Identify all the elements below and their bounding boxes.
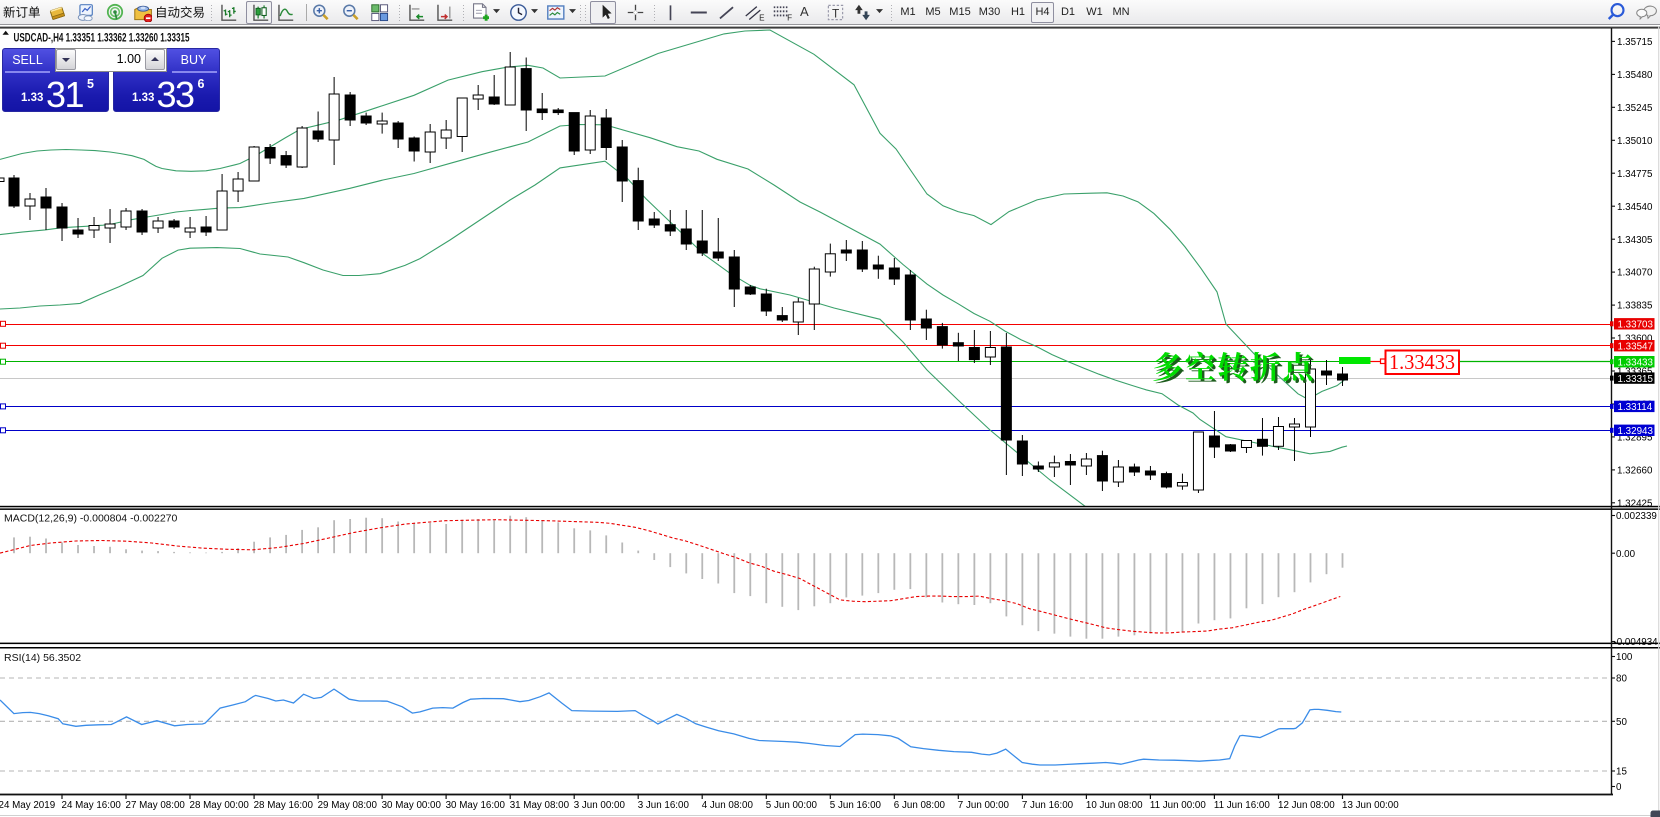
svg-text:1.34540: 1.34540 bbox=[1617, 202, 1653, 213]
svg-text:24 May 16:00: 24 May 16:00 bbox=[62, 800, 122, 811]
svg-text:USDCAD-,H4 1.33351 1.33362 1.: USDCAD-,H4 1.33351 1.33362 1.33260 1.333… bbox=[14, 32, 190, 44]
svg-text:T: T bbox=[832, 6, 839, 20]
svg-text:12 Jun 08:00: 12 Jun 08:00 bbox=[1278, 800, 1335, 811]
svg-text:1.32425: 1.32425 bbox=[1617, 498, 1653, 509]
svg-text:3 Jun 16:00: 3 Jun 16:00 bbox=[638, 800, 690, 811]
svg-text:4 Jun 08:00: 4 Jun 08:00 bbox=[702, 800, 754, 811]
svg-text:28 May 16:00: 28 May 16:00 bbox=[254, 800, 314, 811]
svg-text:1.33547: 1.33547 bbox=[1618, 342, 1653, 353]
svg-text:F: F bbox=[787, 14, 792, 22]
svg-text:30 May 00:00: 30 May 00:00 bbox=[382, 800, 442, 811]
svg-text:1.32943: 1.32943 bbox=[1618, 426, 1654, 437]
svg-text:15: 15 bbox=[1616, 767, 1627, 778]
svg-text:24 May 2019: 24 May 2019 bbox=[0, 800, 55, 811]
svg-text:1.35715: 1.35715 bbox=[1617, 37, 1653, 48]
svg-text:1.35245: 1.35245 bbox=[1617, 103, 1653, 114]
svg-text:6 Jun 08:00: 6 Jun 08:00 bbox=[894, 800, 946, 811]
svg-text:1.33600: 1.33600 bbox=[1617, 334, 1653, 345]
svg-text:10 Jun 08:00: 10 Jun 08:00 bbox=[1086, 800, 1143, 811]
svg-text:1.34775: 1.34775 bbox=[1617, 169, 1653, 180]
svg-text:5 Jun 16:00: 5 Jun 16:00 bbox=[830, 800, 882, 811]
svg-text:11 Jun 16:00: 11 Jun 16:00 bbox=[1214, 800, 1270, 811]
svg-text:27 May 08:00: 27 May 08:00 bbox=[126, 800, 186, 811]
svg-text:0: 0 bbox=[1616, 782, 1622, 793]
svg-text:1.32660: 1.32660 bbox=[1617, 466, 1653, 477]
svg-text:1.34305: 1.34305 bbox=[1617, 235, 1653, 246]
svg-text:5 Jun 00:00: 5 Jun 00:00 bbox=[766, 800, 818, 811]
svg-text:11 Jun 00:00: 11 Jun 00:00 bbox=[1150, 800, 1206, 811]
svg-text:RSI(14) 56.3502: RSI(14) 56.3502 bbox=[4, 652, 81, 664]
svg-text:1.32895: 1.32895 bbox=[1617, 433, 1653, 444]
svg-text:3 Jun 00:00: 3 Jun 00:00 bbox=[574, 800, 626, 811]
svg-text:1.33433: 1.33433 bbox=[1618, 358, 1654, 369]
svg-text:0.00: 0.00 bbox=[1616, 549, 1636, 560]
svg-text:31 May 08:00: 31 May 08:00 bbox=[510, 800, 570, 811]
svg-text:1.34070: 1.34070 bbox=[1617, 268, 1653, 279]
svg-text:50: 50 bbox=[1616, 717, 1627, 728]
svg-text:1.33835: 1.33835 bbox=[1617, 301, 1653, 312]
svg-text:100: 100 bbox=[1616, 652, 1633, 663]
svg-text:1.33315: 1.33315 bbox=[1618, 374, 1654, 385]
svg-text:1.35010: 1.35010 bbox=[1617, 136, 1653, 147]
svg-text:1.35480: 1.35480 bbox=[1617, 70, 1653, 81]
svg-text:80: 80 bbox=[1616, 674, 1627, 685]
svg-text:30 May 16:00: 30 May 16:00 bbox=[446, 800, 506, 811]
svg-text:-0.004934: -0.004934 bbox=[1614, 637, 1659, 648]
svg-text:13 Jun 00:00: 13 Jun 00:00 bbox=[1342, 800, 1399, 811]
svg-text:MACD(12,26,9) -0.000804 -0.002: MACD(12,26,9) -0.000804 -0.002270 bbox=[4, 513, 178, 525]
svg-text:E: E bbox=[759, 14, 765, 22]
svg-text:1.33114: 1.33114 bbox=[1618, 402, 1653, 413]
svg-text:0.002339: 0.002339 bbox=[1616, 511, 1657, 522]
svg-text:1.33365: 1.33365 bbox=[1617, 367, 1653, 378]
svg-text:7 Jun 00:00: 7 Jun 00:00 bbox=[958, 800, 1010, 811]
svg-text:7 Jun 16:00: 7 Jun 16:00 bbox=[1022, 800, 1074, 811]
svg-text:29 May 08:00: 29 May 08:00 bbox=[318, 800, 378, 811]
svg-text:1.33703: 1.33703 bbox=[1618, 320, 1654, 331]
svg-text:28 May 00:00: 28 May 00:00 bbox=[190, 800, 250, 811]
svg-text:1.33433: 1.33433 bbox=[1389, 350, 1455, 374]
